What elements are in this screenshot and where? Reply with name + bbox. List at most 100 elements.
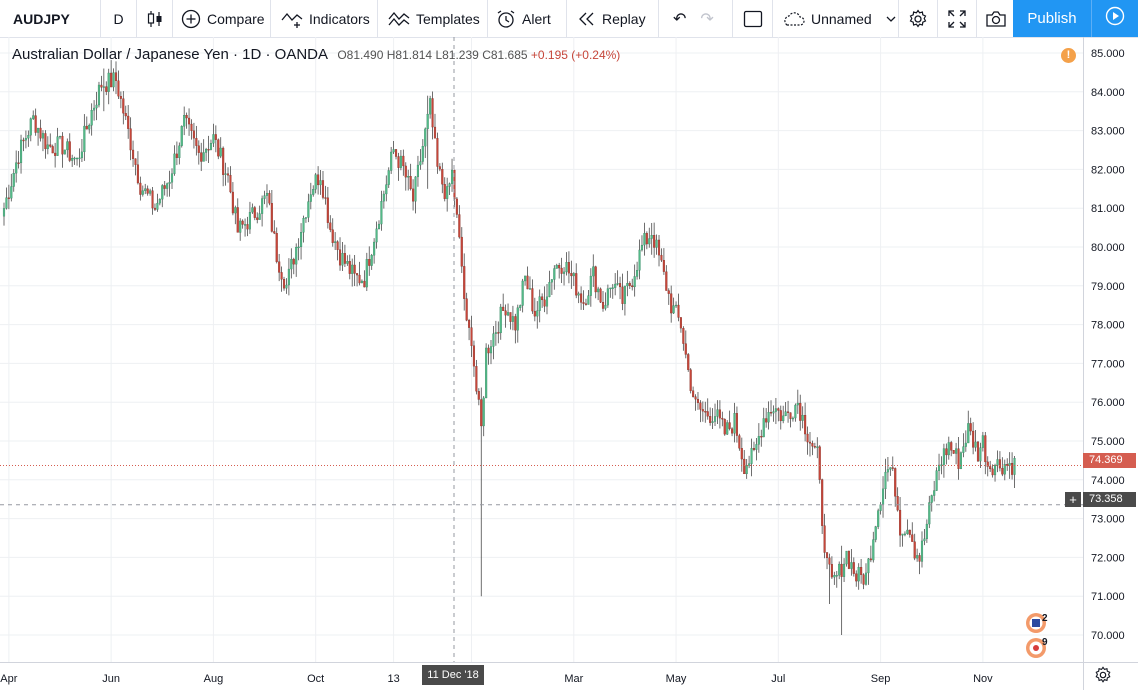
legend-change: +0.195 (+0.24%): [530, 48, 621, 62]
candle-body: [765, 418, 768, 423]
replay-button[interactable]: Replay: [567, 0, 659, 37]
candle-body: [791, 417, 794, 420]
chart-type-button[interactable]: [137, 0, 173, 37]
templates-button[interactable]: Templates: [378, 0, 488, 37]
candle-body: [631, 285, 634, 288]
candle-body: [468, 320, 471, 328]
alert-button[interactable]: Alert: [488, 0, 567, 37]
y-tick-label: 73.000: [1091, 514, 1125, 526]
candle-body: [852, 562, 855, 574]
candle-body: [68, 141, 71, 161]
candle-body: [626, 283, 629, 287]
candle-body: [438, 166, 441, 170]
candle-body: [628, 283, 631, 286]
cloud-icon: [781, 11, 805, 27]
layout-menu-button[interactable]: Unnamed: [773, 0, 899, 37]
candle-body: [387, 170, 390, 185]
candle-body: [582, 302, 585, 304]
candle-body: [202, 152, 205, 162]
candle-body: [911, 534, 914, 542]
candle-body: [711, 421, 714, 423]
play-circle-icon: [1105, 6, 1125, 31]
candle-body: [107, 72, 110, 92]
events-badge-bottom: 9: [1042, 637, 1048, 648]
candle-body: [740, 448, 743, 460]
candle-body: [219, 147, 222, 157]
candle-body: [779, 410, 782, 422]
candle-body: [127, 115, 130, 129]
symbol-search-button[interactable]: AUDJPY: [0, 0, 101, 37]
candle-body: [365, 259, 368, 288]
candle-body: [280, 272, 283, 280]
publish-menu-button[interactable]: [1091, 0, 1138, 37]
add-plus-icon[interactable]: +: [1065, 492, 1081, 507]
candle-body: [122, 98, 125, 114]
candle-body: [343, 253, 346, 264]
candle-body: [93, 107, 96, 111]
candle-body: [209, 143, 213, 150]
y-tick-label: 79.000: [1091, 281, 1125, 293]
candle-body: [986, 461, 989, 467]
publish-button[interactable]: Publish: [1013, 0, 1091, 37]
undo-icon[interactable]: ↶: [673, 10, 687, 28]
candle-body: [514, 316, 517, 331]
candle-body: [482, 397, 485, 427]
candle-body: [655, 239, 658, 248]
economic-events-marker[interactable]: 2 9: [1023, 610, 1051, 660]
candle-body: [665, 271, 668, 291]
candle-body: [105, 86, 108, 92]
candle-body: [721, 417, 724, 420]
snapshot-button[interactable]: [977, 0, 1016, 37]
candle-body: [487, 347, 490, 354]
candle-body: [71, 158, 74, 161]
candle-body: [884, 471, 887, 490]
candle-body: [156, 202, 159, 210]
candle-body: [645, 233, 648, 245]
warning-icon[interactable]: !: [1061, 48, 1076, 63]
candle-body: [290, 258, 293, 270]
compare-button[interactable]: Compare: [173, 0, 271, 37]
fullscreen-chart-toggle[interactable]: [733, 0, 773, 37]
candle-body: [24, 138, 27, 141]
candle-body: [976, 441, 980, 462]
candle-body: [151, 190, 154, 209]
indicators-icon: [281, 9, 303, 29]
candle-body: [492, 333, 495, 347]
candle-body: [709, 416, 712, 423]
y-tick-label: 83.000: [1091, 126, 1125, 138]
candle-body: [336, 241, 339, 250]
candle-body: [550, 279, 553, 283]
y-tick-label: 84.000: [1091, 87, 1125, 99]
interval-button[interactable]: D: [101, 0, 137, 37]
candle-body: [1003, 464, 1006, 475]
candle-body: [696, 398, 700, 403]
candle-body: [862, 574, 865, 585]
candle-body: [112, 72, 115, 88]
candle-body: [945, 448, 948, 456]
y-tick-label: 82.000: [1091, 164, 1125, 176]
candle-body: [41, 133, 45, 139]
candle-body: [12, 173, 15, 187]
price-chart[interactable]: 85.000 84.000 83.000 82.000 81.000 80.000 79.0…: [0, 37, 1138, 690]
candle-body: [657, 239, 661, 256]
candle-body: [421, 146, 424, 162]
candle-body: [516, 307, 519, 331]
chart-pane[interactable]: 85.000 84.000 83.000 82.000 81.000 80.000 79.0…: [0, 37, 1138, 690]
candle-body: [650, 235, 653, 239]
settings-button[interactable]: [899, 0, 938, 37]
fullscreen-button[interactable]: [938, 0, 977, 37]
compare-label: Compare: [207, 10, 265, 27]
candle-body: [648, 238, 651, 245]
candle-body: [894, 468, 897, 497]
candle-body: [226, 173, 230, 176]
candle-body: [341, 253, 344, 266]
indicators-button[interactable]: Indicators: [271, 0, 378, 37]
candle-body: [334, 241, 337, 243]
chart-settings-button[interactable]: [1094, 666, 1116, 688]
candle-body: [197, 145, 200, 153]
candle-body: [297, 246, 300, 249]
redo-icon[interactable]: ↷: [700, 10, 714, 28]
candle-body: [431, 98, 434, 128]
candle-body: [833, 575, 836, 578]
y-tick-label: 75.000: [1091, 436, 1125, 448]
